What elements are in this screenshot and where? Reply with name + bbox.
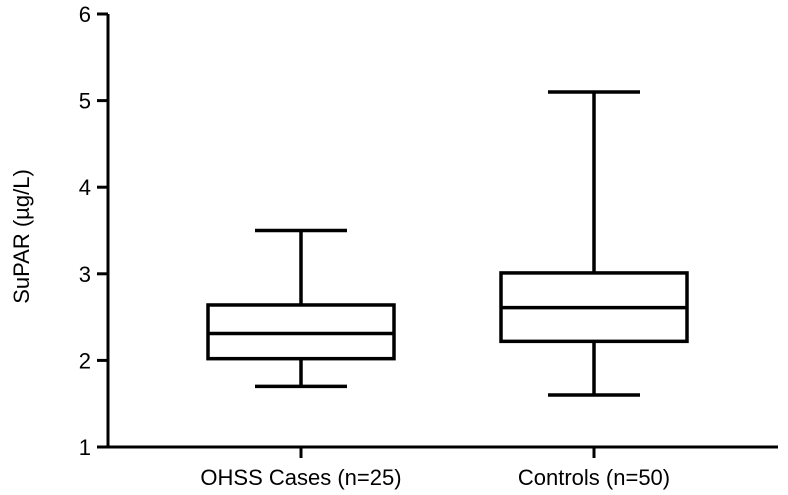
y-tick-label: 3 <box>79 262 91 287</box>
x-axis: OHSS Cases (n=25) Controls (n=50) <box>106 445 778 490</box>
y-tick-label: 2 <box>79 348 91 373</box>
y-axis: 1 2 3 4 5 6 <box>79 2 110 460</box>
box-plot-group <box>206 228 396 389</box>
y-tick-label: 5 <box>79 89 91 114</box>
y-axis-title: SuPAR (µg/L) <box>9 169 34 304</box>
y-tick-label: 6 <box>79 2 91 27</box>
y-tick-label: 1 <box>79 435 91 460</box>
y-tick-label: 4 <box>79 175 91 200</box>
x-category-label: Controls (n=50) <box>518 465 670 490</box>
x-ticks: OHSS Cases (n=25) Controls (n=50) <box>200 447 670 490</box>
box-plot-group <box>499 90 689 397</box>
y-ticks: 1 2 3 4 5 6 <box>79 2 108 460</box>
x-category-label: OHSS Cases (n=25) <box>200 465 401 490</box>
boxes <box>206 90 689 397</box>
